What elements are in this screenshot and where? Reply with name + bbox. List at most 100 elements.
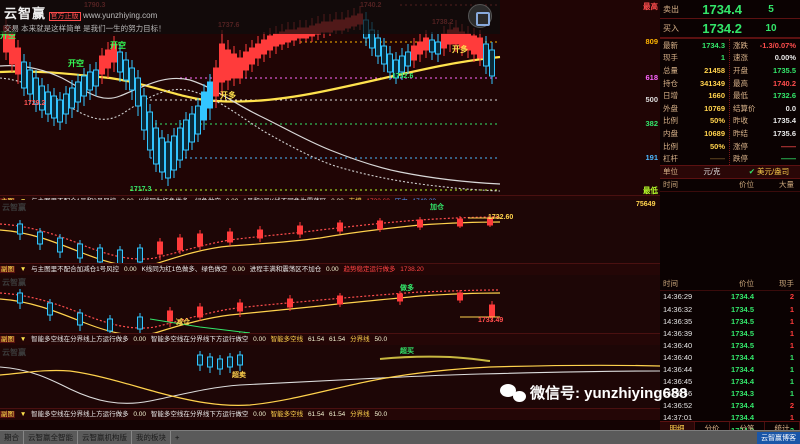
sub-panel-2[interactable]: 云智赢 做多 减仓 止损 1733.49 副图 ▼ 智能多空线在分界线上方运行做… (0, 275, 660, 345)
unit-option-usd-label: 美元/盎司 (757, 167, 790, 177)
sub-panel-1[interactable]: 云智赢 1732.60 加仓 75649 副图 ▼ 与主图里不配合加减仓1号风控… (0, 200, 660, 275)
stat-key: 结算价 (733, 103, 756, 113)
main-indicator-bar[interactable]: 主图 ▼ 与主图里不配合1号和2号风控 0.00 K线同为红色做多、绿色做空 0… (0, 195, 660, 200)
buy-quote-row[interactable]: 买入 1734.2 10 (660, 19, 800, 38)
table-row[interactable]: 14:36:40 1734.4 1 (660, 351, 800, 363)
quote-stat-row: 速涨 0.00% (730, 52, 800, 65)
stat-key: 外盘 (663, 103, 678, 113)
indicator-name[interactable]: 副图 (0, 411, 15, 418)
quote-stat-row: 开盘 1735.5 (730, 64, 800, 77)
sub2-indicator-bar[interactable]: 副图 ▼ 智能多空线在分界线上方运行做多 0.00 智能多空线在分界线下方运行做… (0, 333, 660, 345)
tab-ticks[interactable]: 分笔 (730, 422, 765, 434)
shield-seal-icon (468, 4, 492, 28)
stat-value: 0.0 (785, 103, 796, 113)
indicator-text: 1号和2号K线不同色为震荡区 (243, 198, 326, 200)
indicator-value: 61.54 (329, 336, 346, 343)
col-bigvol: 大量 (779, 180, 794, 190)
table-row[interactable]: 14:36:29 1734.4 2 (660, 291, 800, 303)
unit-option-cny[interactable]: 元/克 (703, 167, 721, 177)
stat-value: -1.3/0.07% (759, 40, 796, 50)
sub-panel-3[interactable]: 云智赢 超买 超卖 副图 ▼ 智能多空线在分界线上方运行做多 0.00 智能多空… (0, 345, 660, 420)
sub-watermark-2: 云智赢 (2, 278, 26, 287)
big-order-table-body[interactable] (660, 191, 800, 278)
sub3-overbought-label: 超买 (400, 348, 414, 355)
stat-value: —— (781, 154, 796, 164)
stat-key: 涨停 (733, 141, 748, 151)
statusbar-item-futures[interactable]: 期合 (0, 431, 24, 444)
dropdown-chevron-down-icon[interactable]: ▼ (20, 198, 26, 200)
stat-value: 50% (709, 116, 725, 126)
sub1-addpos-label: 加仓 (430, 204, 444, 211)
tick-price: 1734.3 (731, 389, 754, 399)
quote-stat-row: 最高 1740.2 (730, 77, 800, 90)
table-row[interactable]: 14:37:01 1734.4 1 (660, 412, 800, 424)
table-row[interactable]: 14:36:35 1734.5 1 (660, 315, 800, 327)
stat-key: 开盘 (733, 65, 748, 75)
tick-price: 1734.4 (731, 352, 754, 362)
table-row[interactable]: 14:36:44 1734.4 1 (660, 364, 800, 376)
price-tag: 1717.3 (130, 186, 152, 193)
quote-stat-row: 杠杆 —— (660, 152, 729, 165)
buy-label: 买入 (663, 23, 679, 33)
indicator-value: 0.00 (331, 198, 344, 200)
stat-value: 1735.6 (773, 128, 796, 138)
col-price: 价位 (739, 279, 754, 289)
table-row[interactable]: 14:36:40 1734.5 1 (660, 339, 800, 351)
quote-stat-row: 结算价 0.0 (730, 102, 800, 115)
quote-stat-row: 跌停 —— (730, 152, 800, 165)
sub1-indicator-bar[interactable]: 副图 ▼ 与主图里不配合加减仓1号风控 0.00 K线同为红1色做多、绿色做空 … (0, 263, 660, 275)
indicator-name[interactable]: 副图 (0, 266, 15, 273)
status-bar[interactable]: 期合 云智赢全智能 云智赢机构版 我的板块 + 云智赢博客 (0, 430, 800, 444)
indicator-text: K线同为红1色做多、绿色做空 (141, 266, 228, 273)
stat-key: 内盘 (663, 128, 678, 138)
indicator-value: 50.0 (374, 336, 388, 343)
official-badge: 官方正版 (48, 12, 81, 21)
dropdown-chevron-down-icon[interactable]: ▼ (19, 411, 27, 418)
unit-label: 单位 (663, 167, 678, 177)
table-row[interactable]: 14:36:45 1734.4 1 (660, 376, 800, 388)
best-quotes: 卖出 1734.4 5 买入 1734.2 10 (660, 0, 800, 39)
trend-label: 趋势稳定运行做多 (343, 266, 396, 273)
stat-key: 最低 (733, 91, 748, 101)
statusbar-item-my-board[interactable]: 我的板块 (132, 431, 171, 444)
dropdown-chevron-down-icon[interactable]: ▼ (19, 336, 27, 343)
col-volume: 现手 (779, 279, 794, 289)
indicator-text: 分界线 (350, 411, 370, 418)
table-row[interactable]: 14:36:32 1734.5 1 (660, 303, 800, 315)
indicator-text: 智能多空线在分界线下方运行做空 (150, 336, 249, 343)
col-time: 时间 (663, 279, 678, 289)
tab-price-dist[interactable]: 分价 (695, 422, 730, 434)
blog-button[interactable]: 云智赢博客 (757, 431, 800, 444)
unit-selector[interactable]: 单位 元/克 ✔ 美元/盎司 (660, 164, 800, 179)
brand-watermark: 云智赢 官方正版 www.yunzhiying.com 交易 本来就是这样简单 … (0, 0, 500, 34)
dropdown-chevron-down-icon[interactable]: ▼ (19, 266, 27, 273)
indicator-name[interactable]: 副图 (0, 336, 15, 343)
statusbar-item-full-ai[interactable]: 云智赢全智能 (24, 431, 78, 444)
stat-value: 341349 (699, 78, 725, 88)
check-icon: ✔ (748, 167, 755, 177)
tick-volume: 1 (789, 389, 794, 399)
sub3-indicator-bar[interactable]: 副图 ▼ 智能多空线在分界线上方运行做多 0.00 智能多空线在分界线下方运行做… (0, 408, 660, 420)
unit-option-usd[interactable]: ✔ 美元/盎司 (738, 166, 800, 177)
sell-quote-row[interactable]: 卖出 1734.4 5 (660, 0, 800, 19)
table-row[interactable]: 14:36:39 1734.5 1 (660, 327, 800, 339)
add-tab-icon[interactable]: + (175, 433, 180, 442)
stat-key: 比例 (663, 116, 678, 126)
main-kline-panel[interactable]: 最高 809 618 500 382 191 最低 1729.2 1737.6 … (0, 0, 660, 200)
tick-time: 14:36:46 (663, 389, 693, 399)
tick-volume: 1 (789, 316, 794, 326)
tick-volume: 1 (789, 352, 794, 362)
table-row[interactable]: 14:36:46 1734.3 1 (660, 388, 800, 400)
statusbar-item-institution[interactable]: 云智赢机构版 (78, 431, 132, 444)
indicator-text: 与主图里不配合加减仓1号风控 (31, 266, 120, 273)
indicator-value: 0.00 (253, 336, 266, 343)
tick-time: 14:37:01 (663, 413, 693, 423)
table-row[interactable]: 14:36:52 1734.4 2 (660, 400, 800, 412)
signal-open-short: 开空 (68, 59, 84, 68)
support-label: 支撑 (349, 198, 362, 200)
tick-price: 1734.4 (731, 292, 754, 302)
indicator-value: 0.00 (232, 266, 245, 273)
indicator-name[interactable]: 主图 (0, 198, 15, 200)
fib-label: 500 (645, 95, 658, 104)
sub2-reduce-label: 减仓 (176, 319, 190, 326)
